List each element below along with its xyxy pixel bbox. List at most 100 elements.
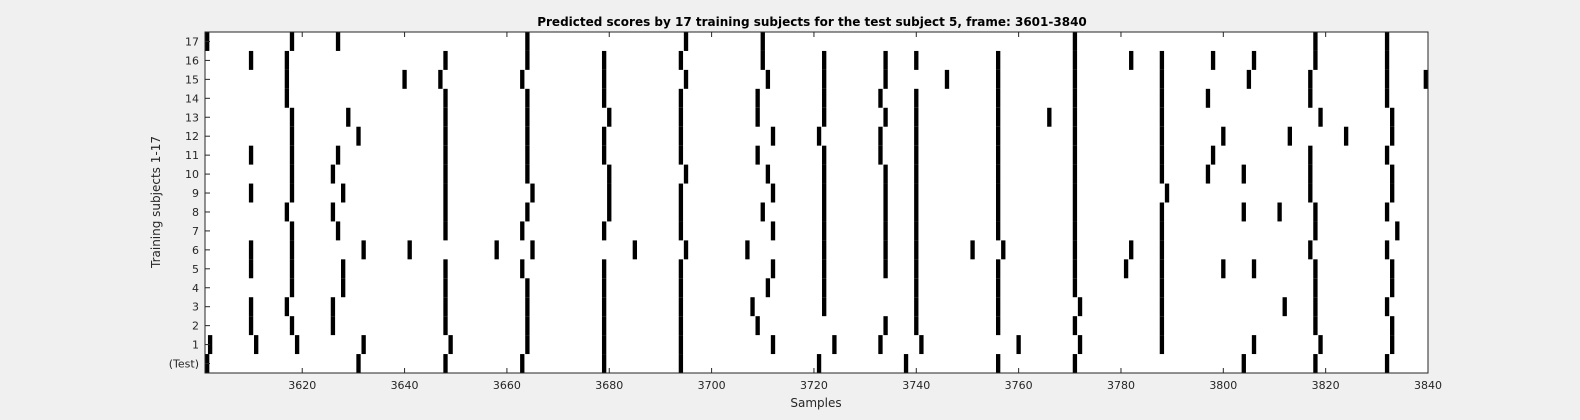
mark-row-9-11 <box>995 183 1001 203</box>
y-tick-label: 11 <box>185 149 199 162</box>
mark-row-5-17 <box>1313 259 1318 279</box>
mark-row-1-1 <box>254 335 259 355</box>
mark-row-3-2 <box>330 297 336 317</box>
mark-row-14-9 <box>995 88 1001 108</box>
mark-row-11-11 <box>995 145 1001 165</box>
mark-row-13-13 <box>1159 107 1165 127</box>
x-tick-label: 3800 <box>1209 379 1237 392</box>
mark-row-13-14 <box>1318 107 1323 127</box>
mark-row-7-11 <box>1072 221 1078 241</box>
mark-row-9-10 <box>914 183 919 203</box>
mark-row-12-2 <box>443 126 448 146</box>
mark-row-test-10 <box>1241 354 1246 373</box>
x-axis-label: Samples <box>790 396 841 410</box>
mark-row-test-9 <box>1072 354 1078 373</box>
mark-row-4-4 <box>601 278 607 298</box>
mark-row-8-13 <box>1241 202 1246 222</box>
mark-row-2-14 <box>1390 316 1395 336</box>
mark-row-5-12 <box>1072 259 1078 279</box>
y-tick-label: 17 <box>185 35 199 48</box>
mark-row-12-7 <box>816 126 822 146</box>
mark-row-4-13 <box>1390 278 1395 298</box>
mark-row-15-3 <box>520 69 525 89</box>
mark-row-14-8 <box>914 88 919 108</box>
mark-row-2-12 <box>1159 316 1165 336</box>
mark-row-11-8 <box>822 145 827 165</box>
mark-row-5-18 <box>1390 259 1395 279</box>
mark-row-7-2 <box>443 221 448 241</box>
mark-row-10-13 <box>1205 164 1211 184</box>
mark-row-1-11 <box>919 335 924 355</box>
mark-row-14-11 <box>1159 88 1165 108</box>
mark-row-11-13 <box>1159 145 1165 165</box>
x-tick-label: 3620 <box>288 379 316 392</box>
mark-row-8-6 <box>760 202 765 222</box>
mark-row-5-9 <box>883 259 888 279</box>
x-tick-label: 3840 <box>1414 379 1442 392</box>
mark-row-test-4 <box>601 354 607 373</box>
plot-area <box>205 32 1428 373</box>
mark-row-13-12 <box>1072 107 1078 127</box>
mark-row-13-8 <box>883 107 888 127</box>
mark-row-15-6 <box>765 69 771 89</box>
x-tick-label: 3660 <box>493 379 521 392</box>
mark-row-4-7 <box>822 278 827 298</box>
mark-row-15-5 <box>683 69 689 89</box>
mark-row-8-9 <box>914 202 919 222</box>
mark-row-8-2 <box>443 202 448 222</box>
mark-row-4-8 <box>914 278 919 298</box>
mark-row-3-12 <box>1159 297 1165 317</box>
mark-row-5-1 <box>289 259 295 279</box>
mark-row-5-5 <box>601 259 607 279</box>
mark-row-4-5 <box>678 278 684 298</box>
mark-row-7-0 <box>289 221 295 241</box>
mark-row-9-9 <box>883 183 888 203</box>
mark-row-16-15 <box>1251 50 1257 70</box>
mark-row-16-10 <box>995 50 1001 70</box>
mark-row-1-13 <box>1077 335 1083 355</box>
mark-row-11-10 <box>914 145 919 165</box>
mark-row-6-9 <box>822 240 827 260</box>
mark-row-3-10 <box>995 297 1001 317</box>
mark-row-4-9 <box>995 278 1001 298</box>
mark-row-11-3 <box>443 145 448 165</box>
mark-row-2-0 <box>248 316 254 336</box>
mark-row-5-14 <box>1159 259 1165 279</box>
mark-row-5-3 <box>443 259 448 279</box>
mark-row-17-8 <box>1384 32 1390 51</box>
mark-row-2-6 <box>678 316 684 336</box>
mark-row-5-7 <box>770 259 776 279</box>
mark-row-7-7 <box>822 221 827 241</box>
mark-row-9-7 <box>770 183 776 203</box>
mark-row-12-16 <box>1390 126 1395 146</box>
mark-row-10-16 <box>1390 164 1395 184</box>
mark-row-13-15 <box>1390 107 1395 127</box>
mark-row-13-5 <box>678 107 684 127</box>
mark-row-2-7 <box>755 316 760 336</box>
mark-row-7-12 <box>1159 221 1165 241</box>
mark-row-3-8 <box>822 297 827 317</box>
mark-row-2-2 <box>330 316 336 336</box>
mark-row-1-15 <box>1251 335 1257 355</box>
mark-row-6-6 <box>632 240 638 260</box>
mark-row-6-13 <box>1001 240 1006 260</box>
y-tick-label: 2 <box>192 320 199 333</box>
mark-row-test-7 <box>903 354 909 373</box>
mark-row-11-16 <box>1384 145 1390 165</box>
mark-row-8-15 <box>1313 202 1318 222</box>
mark-row-8-10 <box>995 202 1001 222</box>
mark-row-14-4 <box>678 88 684 108</box>
mark-row-12-11 <box>1072 126 1078 146</box>
mark-row-5-11 <box>995 259 1001 279</box>
mark-row-10-11 <box>1072 164 1078 184</box>
mark-row-4-3 <box>525 278 530 298</box>
mark-row-6-18 <box>1384 240 1390 260</box>
mark-row-7-14 <box>1395 221 1400 241</box>
mark-row-10-0 <box>289 164 295 184</box>
mark-row-12-8 <box>878 126 883 146</box>
mark-row-7-5 <box>678 221 684 241</box>
mark-row-test-8 <box>995 354 1001 373</box>
mark-row-1-6 <box>601 335 607 355</box>
y-tick-label: 16 <box>185 54 199 67</box>
mark-row-10-5 <box>683 164 689 184</box>
